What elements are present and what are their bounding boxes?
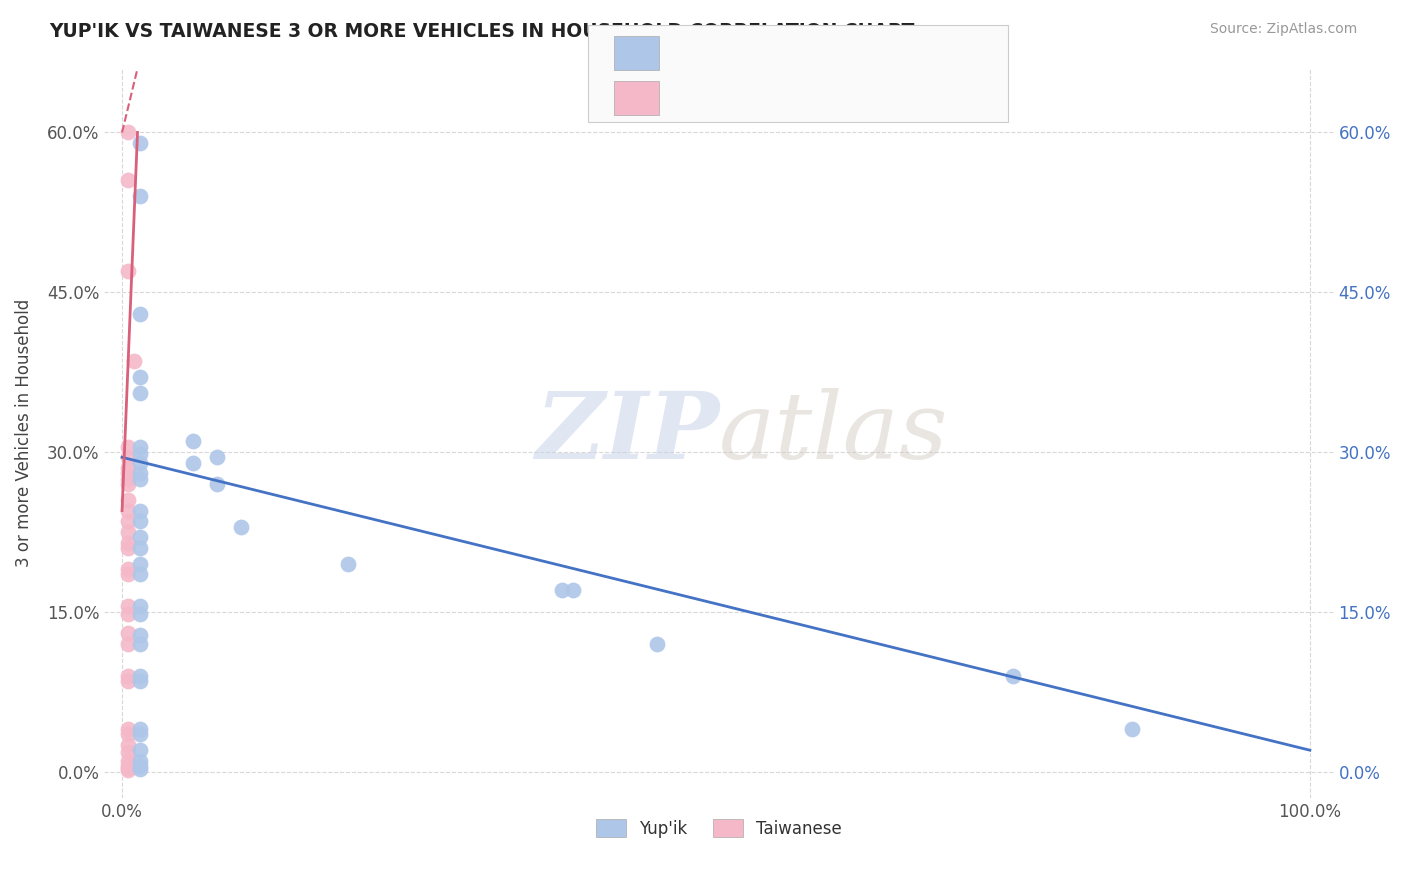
Point <box>128 189 150 203</box>
Point <box>128 628 150 642</box>
Text: -0.703: -0.703 <box>709 44 766 62</box>
Point <box>117 567 139 582</box>
Point <box>128 673 150 688</box>
Point <box>183 434 205 449</box>
Point <box>229 519 252 533</box>
Point <box>128 637 150 651</box>
Point <box>117 524 139 539</box>
Point <box>128 472 150 486</box>
Point <box>128 306 150 320</box>
Point <box>117 503 139 517</box>
Point <box>128 557 150 571</box>
Text: atlas: atlas <box>718 388 949 478</box>
Text: YUP'IK VS TAIWANESE 3 OR MORE VEHICLES IN HOUSEHOLD CORRELATION CHART: YUP'IK VS TAIWANESE 3 OR MORE VEHICLES I… <box>49 22 914 41</box>
Point <box>128 668 150 682</box>
Point <box>117 467 139 481</box>
Text: R =: R = <box>669 44 709 62</box>
Point <box>128 599 150 614</box>
Point <box>128 754 150 768</box>
Point <box>205 450 228 465</box>
Point <box>117 754 139 768</box>
Point <box>117 125 139 139</box>
Point <box>128 503 150 517</box>
Point <box>550 583 572 598</box>
Point <box>117 535 139 549</box>
Y-axis label: 3 or more Vehicles in Household: 3 or more Vehicles in Household <box>15 299 32 567</box>
Point <box>183 456 205 470</box>
Point <box>117 764 139 778</box>
Point <box>645 637 668 651</box>
Point <box>128 759 150 773</box>
Text: 39: 39 <box>849 44 872 62</box>
Point <box>117 492 139 507</box>
Point <box>128 530 150 544</box>
Point <box>128 514 150 528</box>
Point <box>117 264 139 278</box>
Point <box>117 727 139 741</box>
Point <box>117 722 139 736</box>
Text: ZIP: ZIP <box>534 388 718 478</box>
Point <box>336 557 359 571</box>
Point <box>117 738 139 752</box>
Point <box>117 745 139 759</box>
Text: 0.398: 0.398 <box>709 89 766 107</box>
Text: N =: N = <box>778 44 830 62</box>
Text: 44: 44 <box>849 89 872 107</box>
Point <box>128 743 150 757</box>
Point <box>117 541 139 555</box>
Point <box>122 354 145 368</box>
Point <box>117 477 139 491</box>
Point <box>117 173 139 187</box>
Point <box>128 727 150 741</box>
Point <box>128 607 150 621</box>
Point <box>117 668 139 682</box>
Text: R =: R = <box>669 89 709 107</box>
Point <box>1001 668 1024 682</box>
Point <box>117 472 139 486</box>
Point <box>128 136 150 150</box>
Point <box>128 440 150 454</box>
Legend: Yup'ik, Taiwanese: Yup'ik, Taiwanese <box>589 813 848 845</box>
Point <box>117 626 139 640</box>
Point <box>117 637 139 651</box>
Point <box>117 514 139 528</box>
Point <box>128 763 150 777</box>
Point <box>117 759 139 773</box>
Point <box>117 562 139 576</box>
Point <box>117 450 139 465</box>
Point <box>128 370 150 384</box>
Point <box>128 541 150 555</box>
Point <box>128 467 150 481</box>
Text: N =: N = <box>778 89 830 107</box>
Point <box>117 461 139 475</box>
Point <box>128 386 150 401</box>
Point <box>1121 722 1143 736</box>
Point <box>117 607 139 621</box>
Point <box>117 761 139 775</box>
Point <box>128 447 150 461</box>
Point <box>128 567 150 582</box>
Point <box>117 440 139 454</box>
Point <box>562 583 585 598</box>
Point <box>117 673 139 688</box>
Point <box>128 456 150 470</box>
Text: Source: ZipAtlas.com: Source: ZipAtlas.com <box>1209 22 1357 37</box>
Point <box>117 599 139 614</box>
Point <box>205 477 228 491</box>
Point <box>128 722 150 736</box>
